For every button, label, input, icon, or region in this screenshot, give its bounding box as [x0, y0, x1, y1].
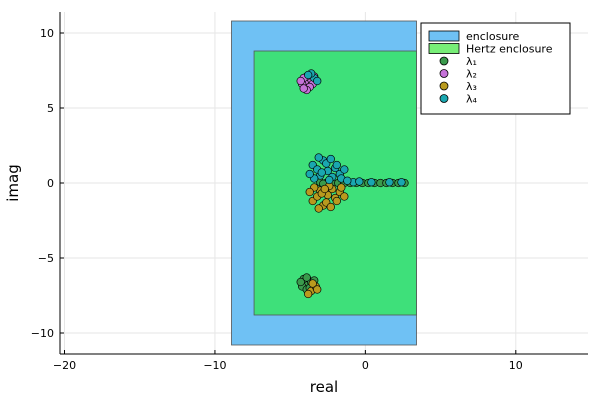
- series-3-point: [313, 285, 322, 294]
- x-axis-label: real: [310, 378, 338, 396]
- legend-label-series-1: λ₁: [466, 55, 477, 68]
- series-1-point: [296, 277, 305, 287]
- legend-marker-series-1: [439, 56, 449, 66]
- y-tick-label: 5: [47, 102, 54, 115]
- series-4-point: [314, 153, 323, 162]
- series-3-point: [305, 187, 314, 197]
- legend-swatch-enclosure: [428, 30, 460, 42]
- data-points: [296, 69, 409, 299]
- series-4-point: [305, 169, 314, 179]
- x-tick-label: −20: [53, 359, 76, 372]
- ticks: −20 −10 0 10 −10 −5 0 5 10: [31, 27, 523, 372]
- series-3-point: [332, 196, 341, 206]
- series-4-point: [326, 154, 335, 164]
- y-tick-label: 10: [40, 27, 54, 40]
- series-2-point: [296, 76, 305, 86]
- y-tick-label: −10: [31, 327, 54, 340]
- series-4-point: [343, 176, 352, 185]
- legend-label-series-3: λ₃: [466, 80, 477, 93]
- series-4-point: [317, 168, 326, 177]
- legend-marker-series-2: [439, 69, 449, 78]
- series-3-point: [308, 279, 317, 288]
- series-4-point: [332, 160, 341, 170]
- x-tick-label: 0: [362, 359, 369, 372]
- legend-marker-series-4: [439, 94, 449, 103]
- series-4-point: [397, 178, 406, 187]
- series-3-point: [326, 202, 335, 212]
- series-3-point: [314, 204, 323, 213]
- y-tick-label: 0: [47, 177, 54, 190]
- legend-swatch-hertz-enclosure: [428, 43, 460, 54]
- series-4-point: [385, 178, 394, 187]
- series-2-point: [299, 84, 308, 93]
- series-4-point: [313, 76, 322, 86]
- legend-label-series-4: λ₄: [466, 93, 478, 106]
- series-4-point: [304, 70, 313, 80]
- series-4-point: [355, 177, 364, 186]
- legend-label-enclosure: enclosure: [466, 30, 520, 43]
- legend-label-series-2: λ₂: [466, 68, 477, 81]
- series-4-point: [340, 165, 349, 174]
- series-1-point: [302, 273, 311, 282]
- series-3-point: [304, 289, 313, 299]
- series-4-point: [367, 178, 376, 187]
- series-3-point: [320, 184, 329, 194]
- y-axis-label: imag: [4, 164, 22, 202]
- series-3-point: [340, 192, 349, 201]
- legend-marker-series-3: [439, 81, 449, 91]
- series-4-point: [325, 175, 334, 185]
- legend-label-hertz-enclosure: Hertz enclosure: [466, 43, 553, 56]
- series-3-point: [337, 183, 346, 192]
- x-tick-label: −10: [203, 359, 226, 372]
- y-tick-label: −5: [38, 252, 54, 265]
- x-tick-label: 10: [509, 359, 523, 372]
